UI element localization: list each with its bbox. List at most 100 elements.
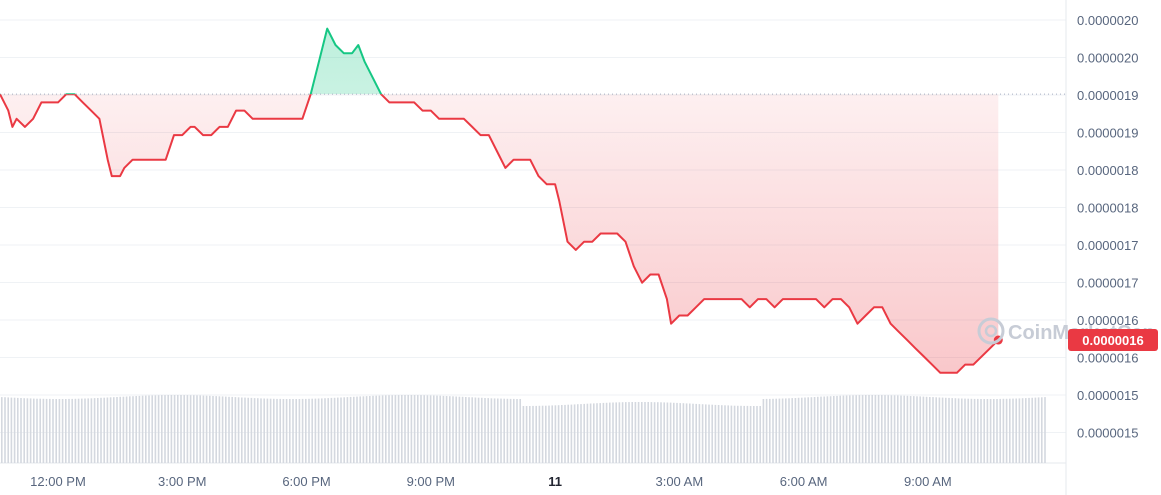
volume-bar [999,398,1001,463]
volume-bar [212,396,214,463]
volume-bar [93,398,96,463]
volume-bar [586,403,589,463]
volume-bar [743,405,745,463]
volume-bar [13,397,16,463]
volume-bar [362,396,365,463]
volume-bar [221,396,224,463]
volume-bar [129,396,131,463]
volume-bar [273,398,275,463]
volume-bar [423,395,425,463]
volume-bar [100,397,102,463]
volume-bar [205,395,208,463]
volume-bar [801,397,803,463]
volume-bar [68,398,70,463]
volume-bar [989,399,992,463]
volume-bar [666,402,669,463]
volume-bar [893,395,896,463]
volume-bar [906,395,909,463]
volume-bar [42,398,45,463]
volume-bar [87,398,89,463]
volume-bar [983,399,985,463]
volume-bar [452,396,454,463]
volume-bar [253,398,256,463]
volume-bar [775,398,777,463]
volume-bar [417,395,419,463]
volume-bar [519,399,521,463]
volume-bar [170,395,173,463]
volume-bar [513,398,515,463]
volume-bar [913,396,915,463]
y-axis: 0.0000020 0.0000020 0.0000019 0.0000019 0.00… [1077,13,1138,441]
volume-bar [109,397,112,463]
volume-bar [74,398,77,463]
volume-bar [369,396,371,463]
volume-bar [717,405,720,463]
volume-bar [637,402,640,463]
volume-bar [708,404,710,463]
volume-bar [695,403,697,463]
coinmarketcap-logo-icon [977,317,1005,345]
volume-bar [157,395,160,463]
volume-bar [397,395,400,463]
volume-bar [189,395,192,463]
volume-bar [839,395,841,463]
volume-bar [628,402,630,463]
volume-bar [183,395,185,463]
volume-bar [948,397,950,463]
volume-bar [135,396,137,463]
volume-bar [532,405,534,463]
x-tick-label: 6:00 PM [282,474,330,489]
volume-bar [442,395,445,463]
volume-bar [164,395,166,463]
volume-bar [218,396,221,463]
volume-bar [260,398,262,463]
volume-bar [481,397,483,463]
volume-bar [122,396,125,463]
volume-bar [359,396,361,463]
volume-bar [845,395,848,463]
volume-bar [167,395,169,463]
volume-bar [762,399,765,463]
volume-bar [317,398,320,463]
y-tick-label: 0.0000015 [1077,388,1138,403]
volume-bar [77,398,80,463]
volume-bar [596,403,598,463]
volume-bar [945,397,947,463]
volume-bar [564,404,566,463]
volume-bar [493,398,496,463]
volume-bar [529,406,531,463]
volume-bar [71,398,73,463]
volume-bar [673,402,675,463]
volume-bar [551,405,553,463]
volume-bar [285,399,288,463]
volume-bar [154,395,157,463]
volume-bar [849,395,851,463]
volume-bar [151,395,153,463]
volume-bar [996,399,998,463]
volume-bar [484,398,486,463]
volume-bar [26,398,29,463]
volume-bar [909,396,912,463]
volume-bar [180,395,182,463]
volume-bar [925,396,928,463]
volume-bar [769,398,771,463]
volume-bar [228,396,230,463]
volume-bar [231,396,233,463]
volume-bar [225,396,227,463]
volume-bar [468,397,470,463]
volume-bar [487,398,489,463]
volume-bar [545,405,547,463]
volume-bar [541,405,544,463]
volume-bar [39,398,41,463]
volume-bar [644,402,646,463]
volume-bar [372,395,374,463]
y-tick-label: 0.0000016 [1077,351,1138,366]
volume-bar [477,397,480,463]
volume-bar [29,398,32,463]
volume-bar [276,398,278,463]
volume-bar [1028,397,1030,463]
volume-bar [113,397,115,463]
volume-bar [177,395,179,463]
volume-bar [820,396,822,463]
